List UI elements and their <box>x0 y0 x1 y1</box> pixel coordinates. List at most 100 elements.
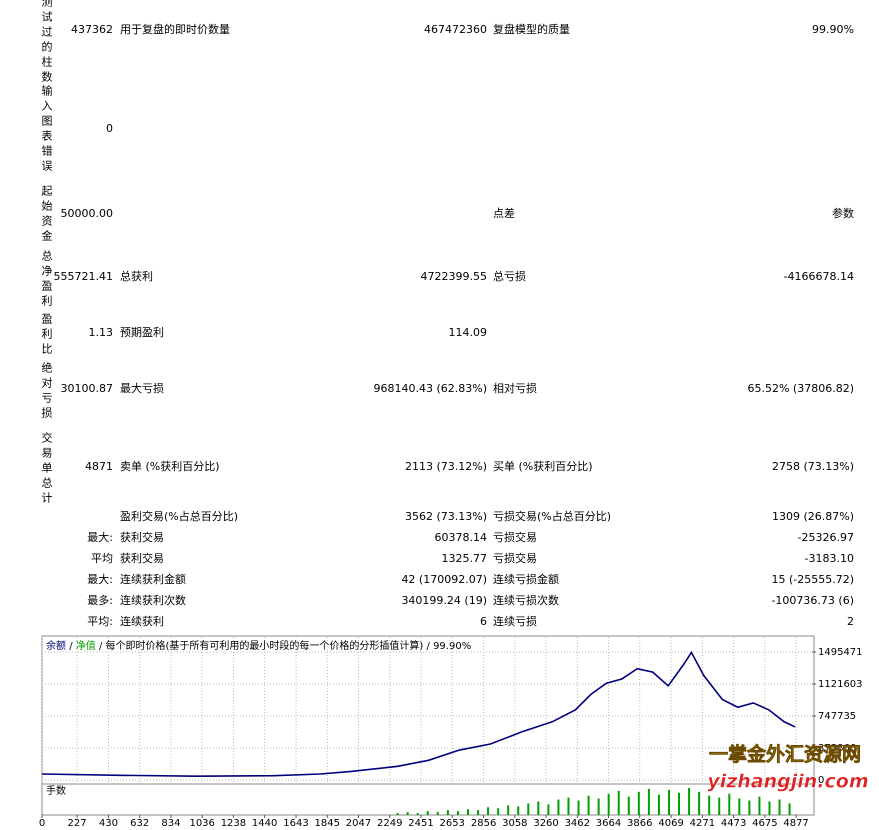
row-value: 0 <box>106 122 113 135</box>
right-value: 65.52% (37806.82) <box>747 382 854 395</box>
lots-bar <box>577 800 580 815</box>
vertical-label: 测试过的柱数 <box>40 0 53 86</box>
mid-value: 340199.24 (19) <box>401 594 487 607</box>
right-label: 连续亏损金额 <box>493 573 559 586</box>
chart-frame <box>41 635 815 816</box>
right-label: 亏损交易 <box>493 552 537 565</box>
lots-bar <box>406 812 409 815</box>
row-prefix: 最大: <box>87 531 113 544</box>
lots-bar <box>567 797 570 815</box>
mid-value: 4722399.55 <box>420 270 487 283</box>
mid-value: 60378.14 <box>434 531 488 544</box>
right-value: 2758 (73.13%) <box>771 460 854 473</box>
lots-bar <box>758 796 761 815</box>
x-tick-label: 3664 <box>596 818 621 829</box>
x-tick-label: 1845 <box>315 818 340 829</box>
lots-label: 手数 <box>46 784 66 797</box>
lots-bar <box>667 789 670 815</box>
lots-bar <box>637 791 640 815</box>
mid-value: 968140.43 (62.83%) <box>373 382 487 395</box>
lots-bar <box>778 799 781 815</box>
mid-value: 42 (170092.07) <box>401 573 487 586</box>
right-value: 15 (-25555.72) <box>771 573 854 586</box>
x-tick-label: 1238 <box>221 818 246 829</box>
lots-bar <box>466 809 469 815</box>
balance-line <box>41 650 796 777</box>
row-value: 1.13 <box>88 326 114 339</box>
x-tick-label: 4877 <box>783 818 808 829</box>
right-label: 连续亏损 <box>493 615 537 628</box>
lots-bar <box>688 787 691 815</box>
right-label: 总亏损 <box>493 270 526 283</box>
vertical-label: 输入图表错误 <box>40 85 53 175</box>
right-label: 相对亏损 <box>493 382 537 395</box>
row-prefix: 平均 <box>91 552 113 565</box>
right-value: 1309 (26.87%) <box>771 510 854 523</box>
row-value: 30100.87 <box>60 382 114 395</box>
lots-bar <box>617 790 620 815</box>
row-value: 50000.00 <box>60 207 114 220</box>
lots-bar <box>446 810 449 815</box>
mid-label: 卖单 (%获利百分比) <box>120 460 220 473</box>
y-tick-label: 373866 <box>818 743 856 754</box>
lots-bar <box>527 803 530 815</box>
right-label: 复盘模型的质量 <box>493 23 570 36</box>
x-tick-label: 3462 <box>565 818 590 829</box>
vertical-label: 绝对亏损 <box>40 362 53 422</box>
right-value: 99.90% <box>812 23 854 36</box>
legend: 余额 / 净值 / 每个即时价格(基于所有可利用的最小时段的每一个价格的分形插值… <box>46 639 471 652</box>
lots-bar <box>547 804 550 815</box>
mid-label: 用于复盘的即时价数量 <box>120 23 230 36</box>
mid-value: 114.09 <box>448 326 488 339</box>
lots-bar <box>507 805 510 815</box>
legend-balance: 余额 <box>46 639 66 652</box>
lots-bar <box>768 801 771 815</box>
lots-bar <box>396 813 399 815</box>
x-tick-label: 3058 <box>502 818 527 829</box>
y-tick-label: 1495471 <box>818 647 863 658</box>
lots-bar <box>487 807 490 815</box>
mid-label: 总获利 <box>120 270 153 283</box>
right-value: -3183.10 <box>804 552 854 565</box>
row-value: 555721.41 <box>53 270 114 283</box>
lots-bar <box>456 811 459 815</box>
y-tick-label: 0 <box>818 775 824 786</box>
x-tick-label: 632 <box>130 818 149 829</box>
vertical-label: 盈利比 <box>40 313 53 358</box>
mid-label: 连续获利次数 <box>120 594 186 607</box>
lots-bar <box>607 793 610 815</box>
lots-bar <box>557 799 560 815</box>
x-tick-label: 2047 <box>346 818 371 829</box>
vertical-label: 总净盈利 <box>40 250 53 310</box>
x-tick-label: 227 <box>68 818 87 829</box>
x-tick-label: 4069 <box>658 818 683 829</box>
lots-bar <box>426 811 429 815</box>
y-tick-label: 747735 <box>818 711 856 722</box>
row-prefix: 最多: <box>87 594 113 607</box>
x-tick-label: 3260 <box>533 818 558 829</box>
lots-bar <box>708 795 711 815</box>
mid-label: 获利交易 <box>120 552 164 565</box>
mid-label: 最大亏损 <box>120 382 164 395</box>
lots-bar <box>738 798 741 815</box>
x-tick-label: 2856 <box>471 818 496 829</box>
mid-value: 6 <box>480 615 487 628</box>
x-tick-label: 1440 <box>252 818 277 829</box>
x-tick-label: 430 <box>99 818 118 829</box>
x-tick-label: 1036 <box>189 818 214 829</box>
row-value: 4871 <box>85 460 113 473</box>
legend-model: 每个即时价格(基于所有可利用的最小时段的每一个价格的分形插值计算) <box>106 639 424 652</box>
mid-value: 2113 (73.12%) <box>404 460 487 473</box>
mid-label: 盈利交易(%占总百分比) <box>120 510 239 523</box>
watermark-url: yizhangjin.com <box>707 771 868 793</box>
right-value: 参数 <box>832 207 854 220</box>
lots-bar <box>597 798 600 815</box>
watermark-cn: 一掌金外汇资源网 <box>709 743 861 766</box>
lots-bar <box>788 803 791 815</box>
x-tick-label: 2451 <box>408 818 433 829</box>
lots-bar <box>537 801 540 815</box>
mid-label: 获利交易 <box>120 531 164 544</box>
lots-bar <box>698 791 701 815</box>
x-tick-label: 2249 <box>377 818 402 829</box>
